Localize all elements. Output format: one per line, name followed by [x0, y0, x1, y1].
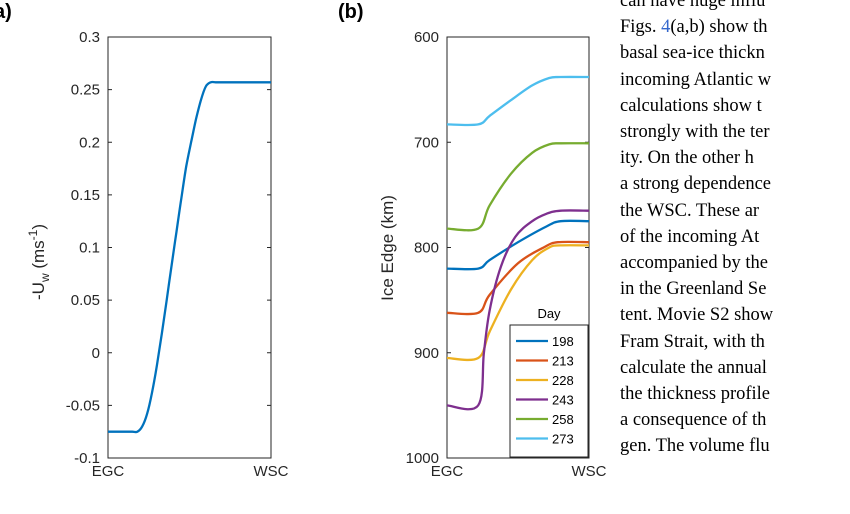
body-line: the WSC. These ar	[620, 200, 760, 221]
panel-a-series	[108, 80, 271, 434]
panel-b-xtick-label: WSC	[572, 463, 607, 480]
panel-b-y-ticks: 600 700 800 900 1000	[406, 29, 589, 467]
legend-label-198: 198	[552, 334, 574, 349]
panel-a-xtick-label: EGC	[92, 463, 125, 480]
body-line: a consequence of th	[620, 410, 767, 431]
body-line: accompanied by the	[620, 253, 768, 274]
panel-a-ytick-label: 0.1	[79, 240, 100, 257]
panel-b-ytick-label: 600	[414, 29, 439, 46]
panel-b-label: (b)	[338, 1, 364, 23]
panel-b-ytick-label: 800	[414, 240, 439, 257]
body-line: in the Greenland Se	[620, 279, 767, 300]
body-line: Fram Strait, with th	[620, 331, 765, 352]
legend-label-258: 258	[552, 412, 574, 427]
legend-box	[509, 324, 589, 458]
panel-a-ylabel-close: )	[29, 224, 48, 230]
panel-b-x-ticks: EGC WSC	[431, 454, 607, 480]
panel-a-y-ticks: -0.1 -0.05 0 0.05 0.1 0.15 0.2 0.25 0.3	[66, 29, 271, 467]
panel-b-xtick-label: EGC	[431, 463, 464, 480]
panel-b-series-line-273	[446, 75, 590, 127]
body-line: gen. The volume flu	[620, 436, 770, 457]
panel-b-series-line-243	[446, 209, 590, 411]
panel-a-axes-box	[107, 36, 272, 459]
panel-a-ytick-label: 0	[92, 345, 100, 362]
figure-ref-link[interactable]: 4	[661, 17, 671, 38]
panel-a-series-line-uw	[108, 80, 271, 434]
body-line: can have huge influ	[620, 0, 766, 11]
panel-a-ytick-label: 0.15	[71, 187, 100, 204]
panel-a-ytick-label: -0.05	[66, 397, 100, 414]
panel-b-series-line-213	[446, 240, 590, 316]
panel-a-x-ticks: EGC WSC	[92, 454, 289, 480]
legend-label-213: 213	[552, 354, 574, 369]
legend-label-273: 273	[552, 432, 574, 447]
body-line: tent. Movie S2 show	[620, 305, 774, 326]
body-line: strongly with the ter	[620, 122, 770, 143]
panel-a-ylabel-sup: -1	[26, 229, 40, 240]
panel-a-ylabel-unit: (ms	[29, 240, 48, 273]
panel-b-ytick-label: 700	[414, 134, 439, 151]
body-line: a strong dependence	[620, 174, 772, 195]
panel-a: a) -0.1 -0.05 0 0.05 0.1 0.15 0.2 0.25 0.3 EGC WS…	[0, 1, 289, 480]
panel-a-xtick-label: WSC	[254, 463, 289, 480]
body-line: the thickness profile	[620, 384, 771, 405]
body-line: calculations show t	[620, 95, 762, 116]
body-line: basal sea-ice thickn	[620, 43, 765, 64]
legend-label-243: 243	[552, 393, 574, 408]
panel-b-ylabel: Ice Edge (km)	[378, 195, 397, 301]
panel-b-series-line-258	[446, 142, 590, 232]
panel-b-series	[446, 75, 590, 411]
panel-a-ytick-label: -0.1	[74, 450, 100, 467]
body-line: ity. On the other h	[620, 148, 754, 169]
panel-a-ytick-label: 0.3	[79, 29, 100, 46]
panel-a-ytick-label: 0.2	[79, 134, 100, 151]
legend-label-228: 228	[552, 373, 574, 388]
panel-b-series-line-198	[446, 219, 590, 271]
panel-a-ylabel-main: -U	[29, 282, 48, 300]
body-line: of the incoming At	[620, 226, 760, 247]
body-text: can have huge influ Figs. 4(a,b) show th…	[620, 0, 850, 460]
panel-a-ytick-label: 0.05	[71, 292, 100, 309]
body-line: Figs. 4(a,b) show th	[620, 17, 768, 38]
panel-a-ylabel-sub: w	[38, 273, 52, 283]
body-line: incoming Atlantic w	[620, 69, 772, 90]
panel-b-series-line-228	[446, 244, 590, 362]
panel-b-legend: Day 198 213 228 243 258 273	[509, 306, 589, 458]
panel-a-ylabel: -Uw (ms-1)	[26, 224, 52, 300]
panel-b-ytick-label: 900	[414, 345, 439, 362]
panel-b-ytick-label: 1000	[406, 450, 439, 467]
panel-b: (b) 600 700 800 900 1000 EGC WSC Ice Edge (km…	[338, 1, 607, 480]
legend-title: Day	[537, 306, 561, 321]
body-line: calculate the annual	[620, 357, 767, 378]
panel-a-ytick-label: 0.25	[71, 82, 100, 99]
panel-a-label: a)	[0, 1, 12, 23]
